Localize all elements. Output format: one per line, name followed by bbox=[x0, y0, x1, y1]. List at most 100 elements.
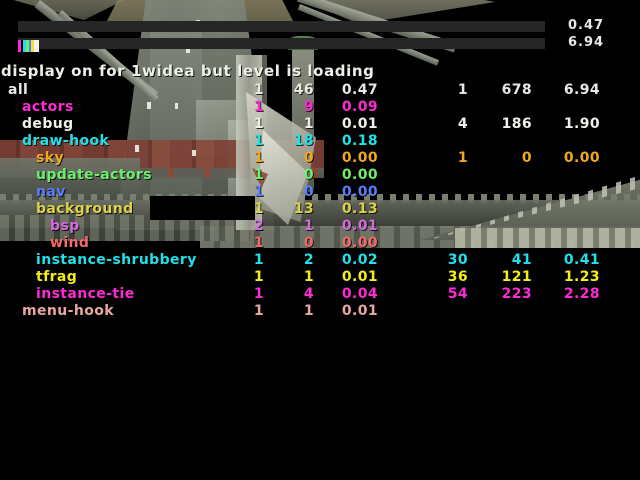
profiler-row-label: draw-hook bbox=[22, 133, 110, 149]
profiler-cell-calls: 1 bbox=[303, 218, 314, 234]
scene-light-speck bbox=[186, 46, 190, 53]
profiler-cell-calls2: 121 bbox=[501, 269, 532, 285]
scene-tower-face-a bbox=[150, 30, 202, 210]
profiler-row[interactable]: sky 1 0 0.00 1 0 0.00 bbox=[0, 150, 640, 167]
profiler-row[interactable]: all 1 46 0.47 1 678 6.94 bbox=[0, 82, 640, 99]
profiler-cell-calls: 9 bbox=[303, 99, 314, 115]
profiler-cell-count2: 54 bbox=[447, 286, 468, 302]
profiler-cell-count: 1 bbox=[253, 286, 264, 302]
profiler-cell-calls: 0 bbox=[303, 184, 314, 200]
scene-light-speck bbox=[192, 150, 196, 156]
profiler-cell-count: 1 bbox=[253, 235, 264, 251]
profiler-cell-count2: 30 bbox=[447, 252, 468, 268]
profiler-row[interactable]: bsp 2 1 0.01 bbox=[0, 218, 640, 235]
profiler-cell-ms: 0.18 bbox=[341, 133, 378, 149]
legend-segment-white bbox=[34, 40, 39, 52]
profiler-cell-ms: 0.09 bbox=[341, 99, 378, 115]
profiler-cell-count: 1 bbox=[253, 201, 264, 217]
profiler-cell-count: 1 bbox=[253, 99, 264, 115]
profiler-cell-calls: 13 bbox=[293, 201, 314, 217]
profiler-cell-count: 1 bbox=[253, 269, 264, 285]
profiler-cell-count2: 1 bbox=[457, 150, 468, 166]
profiler-cell-ms: 0.01 bbox=[341, 303, 378, 319]
profiler-row[interactable]: menu-hook 1 1 0.01 bbox=[0, 303, 640, 320]
profiler-row-label: instance-shrubbery bbox=[36, 252, 197, 268]
legend-segment-blue bbox=[29, 40, 31, 52]
profiler-row-label: instance-tie bbox=[36, 286, 135, 302]
profiler-cell-ms: 0.01 bbox=[341, 116, 378, 132]
profiler-cell-calls: 0 bbox=[303, 167, 314, 183]
profiler-cell-calls: 0 bbox=[303, 150, 314, 166]
profiler-cell-calls2: 0 bbox=[521, 150, 532, 166]
profiler-row[interactable]: nav 1 0 0.00 bbox=[0, 184, 640, 201]
legend-segment-magenta bbox=[18, 40, 21, 52]
scene-occluder bbox=[150, 196, 255, 220]
profiler-row[interactable]: draw-hook 1 18 0.18 bbox=[0, 133, 640, 150]
legend-segment-yellow bbox=[31, 40, 34, 52]
profiler-cell-calls: 18 bbox=[293, 133, 314, 149]
profiler-cell-ms: 0.13 bbox=[341, 201, 378, 217]
profiler-cell-calls: 0 bbox=[303, 235, 314, 251]
profiler-cell-count: 1 bbox=[253, 167, 264, 183]
profiler-cell-calls: 46 bbox=[293, 82, 314, 98]
profiler-row-label: update-actors bbox=[36, 167, 152, 183]
scene-right-building bbox=[455, 228, 640, 250]
profiler-cell-count2: 36 bbox=[447, 269, 468, 285]
scene-light-speck bbox=[175, 103, 178, 109]
profiler-cell-ms2: 2.28 bbox=[563, 286, 600, 302]
profiler-cell-ms: 0.00 bbox=[341, 235, 378, 251]
profiler-row[interactable]: wind 1 0 0.00 bbox=[0, 235, 640, 252]
profiler-row-label: actors bbox=[22, 99, 74, 115]
profiler-row-label: tfrag bbox=[36, 269, 78, 285]
profiler-cell-calls: 1 bbox=[303, 116, 314, 132]
profiler-cell-ms2: 0.41 bbox=[563, 252, 600, 268]
profiler-row[interactable]: debug 1 1 0.01 4 186 1.90 bbox=[0, 116, 640, 133]
profiler-cell-calls: 1 bbox=[303, 303, 314, 319]
legend-segment-black bbox=[21, 40, 23, 52]
profiler-cell-count: 1 bbox=[253, 133, 264, 149]
profiler-cell-ms2: 1.23 bbox=[563, 269, 600, 285]
profiler-cell-count: 1 bbox=[253, 303, 264, 319]
profiler-cell-calls: 2 bbox=[303, 252, 314, 268]
profiler-cell-count2: 1 bbox=[457, 82, 468, 98]
profiler-row-label: wind bbox=[50, 235, 90, 251]
profiler-cell-ms2: 1.90 bbox=[563, 116, 600, 132]
profiler-cell-ms: 0.00 bbox=[341, 184, 378, 200]
frame-bar-graph-row-2 bbox=[18, 38, 545, 49]
frame-bar-value-1: 0.47 bbox=[568, 18, 605, 33]
profiler-row-label: menu-hook bbox=[22, 303, 114, 319]
profiler-table: all 1 46 0.47 1 678 6.94 actors 1 9 0.09 debug 1 1 0.0… bbox=[0, 82, 640, 320]
profiler-cell-count2: 4 bbox=[457, 116, 468, 132]
profiler-cell-calls2: 41 bbox=[511, 252, 532, 268]
profiler-cell-ms2: 0.00 bbox=[563, 150, 600, 166]
profiler-row[interactable]: tfrag 1 1 0.01 36 121 1.23 bbox=[0, 269, 640, 286]
profiler-cell-ms: 0.04 bbox=[341, 286, 378, 302]
legend-segment-cyan bbox=[23, 40, 26, 52]
color-legend-segment-bar bbox=[18, 40, 39, 52]
profiler-row[interactable]: actors 1 9 0.09 bbox=[0, 99, 640, 116]
profiler-row[interactable]: update-actors 1 0 0.00 bbox=[0, 167, 640, 184]
profiler-cell-ms: 0.00 bbox=[341, 150, 378, 166]
profiler-cell-calls2: 678 bbox=[501, 82, 532, 98]
scene-light-speck bbox=[135, 145, 139, 152]
profiler-row[interactable]: instance-tie 1 4 0.04 54 223 2.28 bbox=[0, 286, 640, 303]
profiler-cell-ms2: 6.94 bbox=[563, 82, 600, 98]
profiler-row-label: background bbox=[36, 201, 134, 217]
profiler-cell-count: 1 bbox=[253, 184, 264, 200]
profiler-row-label: debug bbox=[22, 116, 74, 132]
profiler-cell-ms: 0.01 bbox=[341, 269, 378, 285]
profiler-cell-count: 1 bbox=[253, 252, 264, 268]
scene-red-roof-edge bbox=[0, 168, 324, 178]
profiler-row-label: all bbox=[8, 82, 29, 98]
profiler-cell-calls2: 223 bbox=[501, 286, 532, 302]
legend-segment-green bbox=[26, 40, 29, 52]
profiler-cell-count: 1 bbox=[253, 116, 264, 132]
profiler-row-label: nav bbox=[36, 184, 66, 200]
profiler-row[interactable]: background 1 13 0.13 bbox=[0, 201, 640, 218]
profiler-cell-count: 1 bbox=[253, 150, 264, 166]
profiler-cell-count: 2 bbox=[253, 218, 264, 234]
profiler-row[interactable]: instance-shrubbery 1 2 0.02 30 41 0.41 bbox=[0, 252, 640, 269]
scene-light-speck bbox=[147, 102, 151, 109]
